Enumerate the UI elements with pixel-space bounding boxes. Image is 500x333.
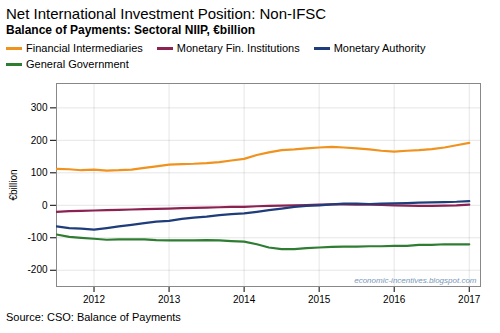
- svg-text:-100: -100: [27, 232, 47, 243]
- svg-text:€billion: €billion: [8, 169, 19, 200]
- svg-text:300: 300: [31, 102, 48, 113]
- html-text:Monetary Fin. Institutions: Monetary Fin. Institutions: [176, 42, 300, 54]
- svg-text:0: 0: [42, 200, 48, 211]
- html-text:Monetary Authority: Monetary Authority: [333, 42, 426, 54]
- html-text:General Government: General Government: [26, 58, 129, 70]
- svg-text:2015: 2015: [308, 294, 331, 305]
- svg-text:2012: 2012: [83, 294, 106, 305]
- svg-text:200: 200: [31, 135, 48, 146]
- svg-text:economic-incentives.blogspot.c: economic-incentives.blogspot.com: [354, 276, 477, 285]
- html-text:Financial Intermediaries: Financial Intermediaries: [26, 42, 143, 54]
- html-text:Net International Investment P: Net International Investment Position: N…: [6, 5, 327, 22]
- svg-text:2016: 2016: [383, 294, 406, 305]
- svg-text:-200: -200: [27, 264, 47, 275]
- svg-text:2014: 2014: [233, 294, 256, 305]
- svg-text:2013: 2013: [158, 294, 181, 305]
- html-text:Balance of Payments: Sectoral: Balance of Payments: Sectoral NIIP, €bil…: [6, 23, 256, 37]
- svg-text:100: 100: [31, 167, 48, 178]
- svg-text:2017: 2017: [458, 294, 481, 305]
- html-text:Source: CSO: Balance of Paymen: Source: CSO: Balance of Payments: [6, 311, 181, 323]
